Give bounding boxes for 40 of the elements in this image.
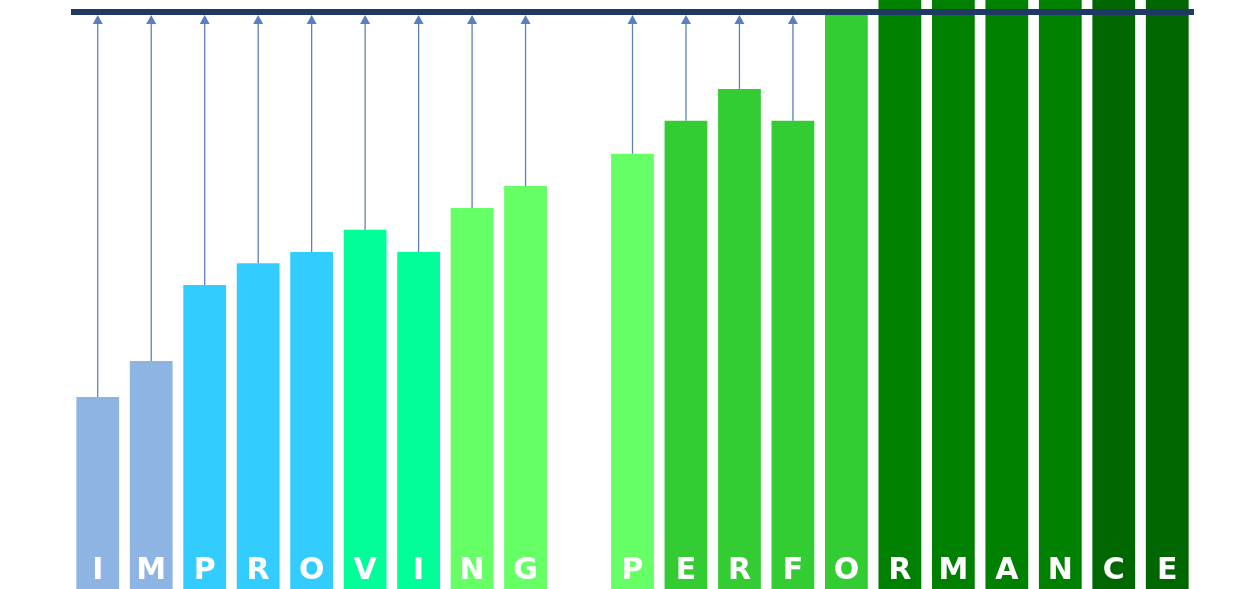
bar [236, 263, 280, 589]
x-tick-label: M [938, 550, 969, 586]
x-tick-label: G [513, 550, 538, 586]
bar [611, 153, 654, 589]
bar [183, 285, 227, 589]
x-tick-label: R [246, 550, 270, 586]
x-tick-label: P [621, 550, 644, 586]
bar [504, 186, 547, 589]
x-tick-label: I [92, 550, 104, 586]
bar [129, 361, 173, 589]
x-tick-label: N [459, 550, 485, 586]
bar [664, 120, 708, 589]
bar [1038, 0, 1082, 589]
x-tick-label: E [675, 550, 697, 586]
x-tick-label: M [136, 550, 167, 586]
bar [931, 0, 975, 589]
x-tick-label: R [727, 550, 752, 586]
bar [397, 252, 440, 589]
bar [290, 252, 334, 589]
bar [985, 0, 1029, 589]
bar [450, 207, 494, 589]
bar [771, 120, 815, 589]
x-tick-label: N [1047, 550, 1073, 586]
x-tick-label: F [782, 550, 804, 586]
bar [1145, 0, 1189, 589]
x-tick-label: O [833, 550, 860, 586]
bar [343, 229, 387, 589]
x-tick-label: R [888, 550, 912, 586]
bar [1092, 0, 1136, 589]
x-tick-label: E [1157, 550, 1178, 586]
x-tick-label: A [995, 550, 1020, 586]
x-tick-label: I [413, 550, 425, 586]
x-tick-label: V [353, 550, 378, 586]
x-tick-label: P [193, 550, 216, 586]
bar [825, 14, 868, 589]
x-tick-label: O [298, 550, 325, 586]
x-tick-label: C [1102, 550, 1125, 586]
bar [878, 0, 922, 589]
bar [76, 396, 120, 589]
bar [718, 88, 761, 589]
